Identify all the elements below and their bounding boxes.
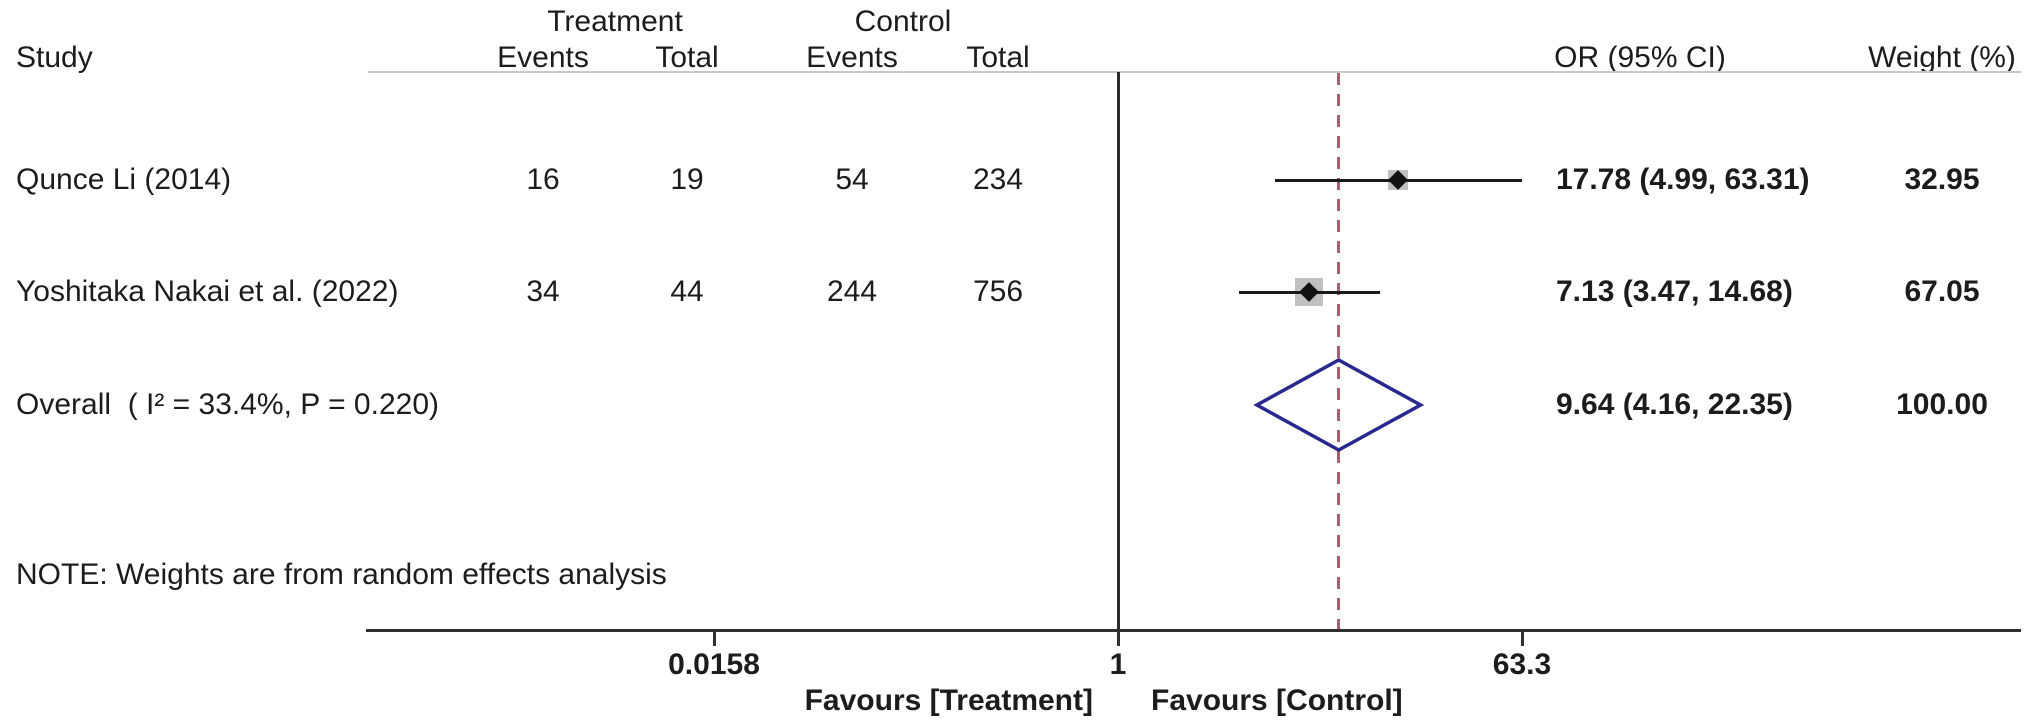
null-effect-line	[1116, 72, 1120, 631]
overall-or-ci: 9.64 (4.16, 22.35)	[1556, 388, 1793, 421]
axis-tick	[1116, 630, 1120, 646]
study-label: Yoshitaka Nakai et al. (2022)	[16, 275, 399, 308]
x-axis-line	[366, 629, 2021, 632]
axis-tick-label: 63.3	[1492, 648, 1552, 681]
weight-column-header: Weight (%)	[1868, 41, 2016, 74]
overall-label: Overall ( I² = 33.4%, P = 0.220)	[16, 388, 439, 421]
header-rule	[368, 71, 2021, 73]
or-ci-value: 7.13 (3.47, 14.68)	[1556, 275, 1793, 308]
overall-weight: 100.00	[1896, 388, 1988, 421]
weight-value: 67.05	[1904, 275, 1980, 308]
weight-value: 32.95	[1904, 163, 1980, 196]
study-column-header: Study	[16, 41, 93, 74]
control-events: 54	[835, 163, 869, 196]
or-ci-value: 17.78 (4.99, 63.31)	[1556, 163, 1810, 196]
control-total: 756	[972, 275, 1024, 308]
control-events: 244	[826, 275, 878, 308]
treatment-events: 16	[526, 163, 560, 196]
overall-diamond-icon	[1253, 358, 1425, 452]
control-total: 234	[972, 163, 1024, 196]
treatment-group-header: Treatment	[547, 5, 683, 38]
control-total-column-header: Total	[966, 41, 1030, 74]
treatment-total-column-header: Total	[655, 41, 719, 74]
favours-control-label: Favours [Control]	[1151, 684, 1403, 717]
treatment-total: 19	[670, 163, 704, 196]
control-events-column-header: Events	[806, 41, 898, 74]
or-ci-column-header: OR (95% CI)	[1554, 41, 1726, 74]
axis-tick	[1520, 630, 1524, 646]
treatment-total: 44	[670, 275, 704, 308]
control-group-header: Control	[854, 5, 952, 38]
axis-tick-label: 0.0158	[668, 648, 760, 681]
axis-tick-label: 1	[1109, 648, 1127, 681]
treatment-events: 34	[526, 275, 560, 308]
study-label: Qunce Li (2014)	[16, 163, 232, 196]
axis-tick	[712, 630, 716, 646]
overall-dashed-line	[1337, 73, 1341, 629]
favours-treatment-label: Favours [Treatment]	[804, 684, 1093, 717]
treatment-events-column-header: Events	[497, 41, 589, 74]
note-text: NOTE: Weights are from random effects an…	[16, 558, 667, 591]
